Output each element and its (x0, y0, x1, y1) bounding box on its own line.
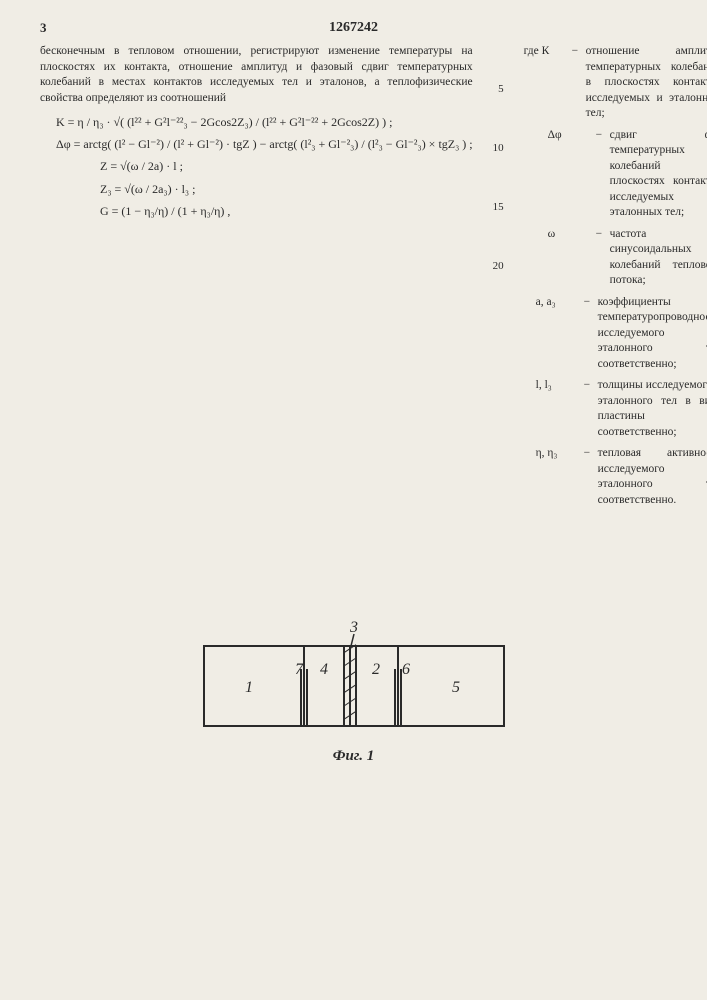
definition-row: η, η₃ − тепловая активность исследуемого… (524, 446, 707, 508)
definition-dash: − (596, 227, 610, 289)
definition-row: где К − отношение амплитуд температурных… (524, 44, 707, 122)
svg-text:3: 3 (349, 619, 358, 636)
definition-text: толщины исследуемого и эталонного тел в … (598, 378, 707, 440)
definition-text: сдвиг фаз температурных колебаний в плос… (610, 128, 707, 221)
page-number-right (627, 20, 667, 36)
svg-text:1: 1 (245, 679, 253, 696)
line-number: 20 (493, 259, 504, 274)
figure-caption: Фиг. 1 (40, 748, 667, 765)
svg-text:2: 2 (372, 661, 380, 678)
svg-text:4: 4 (320, 661, 328, 678)
right-column: где К − отношение амплитуд температурных… (524, 44, 707, 514)
figure-1: 1 74 3 2 6 5 Фиг. 1 (40, 614, 667, 765)
page-number-left: 3 (40, 20, 80, 36)
definition-text: тепловая активность исследуемого и этало… (598, 446, 707, 508)
formula-z: Z = √(ω / 2a) · l ; (100, 158, 473, 174)
definition-dash: − (584, 378, 598, 440)
line-number: 15 (493, 200, 504, 215)
svg-text:5: 5 (452, 679, 460, 696)
figure-1-diagram: 1 74 3 2 6 5 (184, 614, 524, 734)
formula-dphi: Δφ = arctg( (l² − Gl⁻²) / (l² + Gl⁻²) · … (56, 136, 473, 152)
definition-dash: − (584, 295, 598, 373)
definition-text: частота синусоидальных колебаний теплово… (610, 227, 707, 289)
definition-row: ω − частота синусоидальных колебаний теп… (524, 227, 707, 289)
svg-text:6: 6 (402, 661, 410, 678)
line-number: 5 (493, 82, 504, 97)
definition-text: коэффициенты температуропроводности иссл… (598, 295, 707, 373)
definition-symbol: η, η₃ (524, 446, 584, 508)
formula-g: G = (1 − η₃/η) / (1 + η₃/η) , (100, 203, 473, 219)
definition-row: a, a₃ − коэффициенты температуропроводно… (524, 295, 707, 373)
description-paragraph: бесконечным в тепловом отношении, регист… (40, 44, 473, 106)
definition-symbol: l, l₃ (524, 378, 584, 440)
definition-symbol: Δφ (524, 128, 596, 221)
definition-symbol: a, a₃ (524, 295, 584, 373)
formula-z3: Z₃ = √(ω / 2a₃) · l₃ ; (100, 181, 473, 197)
svg-text:7: 7 (295, 661, 304, 678)
definition-row: l, l₃ − толщины исследуемого и эталонног… (524, 378, 707, 440)
line-number-gutter: 5 10 15 20 (493, 44, 504, 514)
definition-symbol: где К (524, 44, 572, 122)
patent-number: 1267242 (80, 20, 627, 36)
definition-dash: − (596, 128, 610, 221)
definition-text: отношение амплитуд температурных колебан… (586, 44, 707, 122)
line-number: 10 (493, 141, 504, 156)
definition-symbol: ω (524, 227, 596, 289)
formula-k: K = η / η₃ · √( (l²² + G²l⁻²²₃ − 2Gcos2Z… (56, 114, 473, 130)
left-column: бесконечным в тепловом отношении, регист… (40, 44, 473, 514)
definition-row: Δφ − сдвиг фаз температурных колебаний в… (524, 128, 707, 221)
page-header: 3 1267242 (40, 20, 667, 36)
definition-dash: − (572, 44, 586, 122)
definition-dash: − (584, 446, 598, 508)
